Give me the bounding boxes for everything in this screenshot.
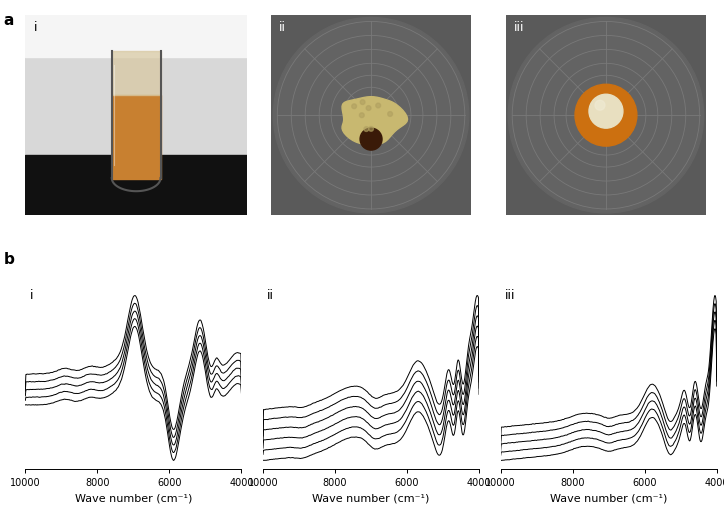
Text: i: i <box>34 22 38 35</box>
Circle shape <box>595 100 605 110</box>
Circle shape <box>508 18 704 213</box>
Circle shape <box>273 18 469 213</box>
Circle shape <box>361 100 365 105</box>
Text: i: i <box>30 289 33 302</box>
Text: iii: iii <box>505 289 515 302</box>
Text: iii: iii <box>514 22 525 35</box>
Text: a: a <box>4 13 14 28</box>
Text: ii: ii <box>279 22 286 35</box>
Text: ii: ii <box>267 289 274 302</box>
Bar <box>111 52 161 95</box>
Circle shape <box>589 94 623 128</box>
Circle shape <box>575 84 637 146</box>
Text: b: b <box>4 252 14 267</box>
Circle shape <box>352 104 356 109</box>
Bar <box>25 15 247 155</box>
Circle shape <box>359 113 364 117</box>
X-axis label: Wave number (cm⁻¹): Wave number (cm⁻¹) <box>550 493 668 503</box>
X-axis label: Wave number (cm⁻¹): Wave number (cm⁻¹) <box>75 493 192 503</box>
Circle shape <box>369 127 374 131</box>
Circle shape <box>376 103 381 108</box>
Bar <box>25 155 247 215</box>
Circle shape <box>360 128 382 150</box>
Bar <box>111 95 161 179</box>
Polygon shape <box>342 97 408 145</box>
Circle shape <box>364 127 369 131</box>
Circle shape <box>366 106 371 110</box>
X-axis label: Wave number (cm⁻¹): Wave number (cm⁻¹) <box>312 493 430 503</box>
Bar <box>25 15 247 57</box>
Circle shape <box>388 112 392 116</box>
